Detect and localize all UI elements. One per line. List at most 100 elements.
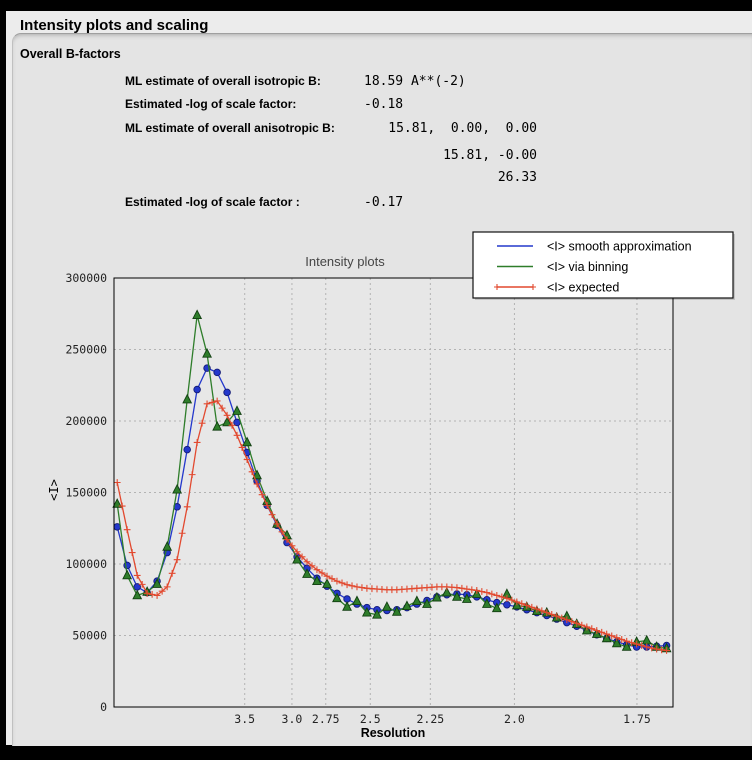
plus-marker	[648, 644, 656, 652]
triangle-marker	[411, 595, 422, 606]
plus-marker	[258, 491, 266, 499]
plus-marker	[293, 548, 301, 556]
plus-marker	[623, 637, 631, 645]
triangle-marker	[451, 591, 462, 601]
plus-marker	[518, 600, 526, 608]
plus-marker	[358, 584, 366, 591]
plus-marker	[633, 640, 641, 648]
triangle-marker	[621, 641, 632, 651]
plus-marker	[578, 621, 586, 629]
plus-marker	[368, 585, 376, 593]
plus-marker	[238, 444, 246, 451]
x-axis-label: Resolution	[361, 726, 426, 740]
plus-marker	[658, 646, 666, 654]
plus-marker	[473, 587, 481, 594]
plus-marker	[298, 553, 306, 561]
info-row: 26.33	[0, 170, 752, 186]
plus-marker	[223, 411, 231, 419]
triangle-marker	[402, 600, 412, 611]
plus-marker	[533, 605, 541, 613]
triangle-marker	[202, 348, 212, 358]
x-tick-label: 2.25	[416, 712, 444, 726]
plus-marker	[438, 583, 446, 591]
plus-marker	[273, 520, 281, 528]
plus-marker	[133, 572, 141, 579]
triangle-marker	[611, 637, 622, 648]
plus-marker	[568, 618, 576, 625]
triangle-marker	[422, 598, 432, 608]
triangle-marker	[212, 420, 223, 431]
plus-marker	[538, 607, 546, 615]
triangle-marker	[112, 498, 123, 508]
plus-marker	[263, 501, 271, 509]
plus-marker	[488, 590, 496, 598]
triangle-marker	[431, 591, 442, 602]
x-tick-label: 1.75	[623, 712, 651, 726]
plus-marker	[388, 586, 396, 594]
triangle-marker	[332, 592, 342, 603]
plus-marker	[148, 590, 156, 598]
plus-marker	[638, 642, 646, 649]
plus-marker	[468, 586, 476, 594]
plus-marker	[663, 647, 670, 654]
plus-marker	[573, 619, 581, 627]
plus-marker	[208, 399, 216, 406]
plus-marker	[143, 589, 151, 597]
info-value: 26.33	[497, 170, 537, 185]
intensity-chart: 0 50000 100000 150000 200000 250000 300000 3.5 3…	[47, 231, 735, 740]
info-row: Estimated -log of scale factor: -0.18	[0, 97, 752, 113]
info-value: 15.81, 0.00, 0.00	[388, 121, 537, 136]
triangle-marker	[162, 541, 173, 551]
x-tick-label: 3.5	[234, 712, 255, 726]
plus-marker	[333, 577, 341, 585]
plot-frame	[113, 277, 674, 708]
chart-title: Intensity plots	[305, 254, 385, 269]
plus-marker	[168, 569, 176, 577]
legend-item-label: <I> via binning	[547, 260, 628, 274]
triangle-marker	[491, 602, 502, 613]
plus-marker	[348, 582, 356, 590]
plus-marker	[458, 584, 466, 592]
triangle-marker	[361, 606, 372, 617]
plus-marker	[553, 612, 561, 620]
plus-marker	[193, 439, 201, 446]
plus-marker	[338, 579, 346, 587]
info-label: Estimated -log of scale factor:	[125, 97, 297, 111]
plus-marker	[118, 502, 126, 510]
plus-marker	[113, 479, 121, 486]
legend-item-label: <I> smooth approximation	[547, 240, 692, 254]
legend-plus-marker	[494, 284, 500, 290]
plus-marker	[313, 566, 321, 574]
x-tick-label: 3.0	[282, 712, 303, 726]
triangle-marker	[192, 309, 203, 320]
triangle-marker	[441, 586, 452, 597]
plus-marker	[448, 583, 456, 591]
plus-marker	[353, 583, 361, 591]
x-tick-label: 2.75	[312, 712, 340, 726]
circle-marker	[503, 601, 511, 609]
plus-marker	[628, 639, 636, 647]
info-value: -0.18	[364, 97, 404, 112]
plus-marker	[228, 421, 236, 429]
info-value: 15.81, -0.00	[443, 148, 537, 163]
plus-marker	[283, 536, 291, 544]
plus-marker	[248, 468, 256, 476]
plus-marker	[643, 643, 651, 651]
plus-marker	[188, 471, 196, 479]
plus-marker	[428, 583, 436, 591]
plus-marker	[138, 580, 146, 588]
plus-marker	[178, 529, 186, 537]
page-title: Intensity plots and scaling	[20, 17, 209, 34]
plus-marker	[608, 632, 616, 640]
y-axis-label: <I>	[47, 479, 61, 501]
legend-plus-marker	[530, 284, 536, 290]
triangle-marker	[132, 589, 143, 600]
triangle-marker	[352, 595, 362, 606]
plus-marker	[653, 645, 661, 653]
plus-marker	[543, 609, 551, 617]
plus-marker	[328, 575, 336, 583]
plus-marker	[408, 585, 416, 593]
triangle-marker	[252, 469, 262, 480]
triangle-marker	[372, 608, 382, 619]
